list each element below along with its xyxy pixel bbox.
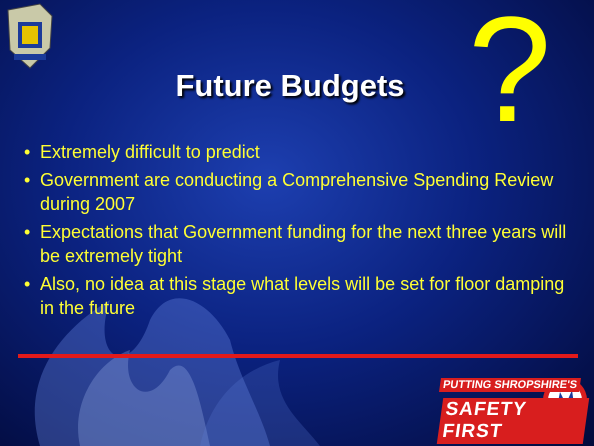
footer-line: PUTTING SHROPSHIRE'S — [439, 378, 581, 392]
bullet: Also, no idea at this stage what levels … — [20, 272, 580, 320]
divider — [18, 354, 578, 358]
bullet: Extremely difficult to predict — [20, 140, 580, 164]
footer-logo: PUTTING SHROPSHIRE'S SAFETY FIRST — [436, 370, 586, 434]
bullet: Expectations that Government funding for… — [20, 220, 580, 268]
crest — [8, 4, 52, 68]
slide-title: Future Budgets — [130, 68, 450, 104]
question-mark: ? — [468, 0, 551, 144]
footer-line: SAFETY FIRST — [437, 398, 589, 444]
bullet-list: Extremely difficult to predict Governmen… — [20, 140, 580, 324]
bullet: Government are conducting a Comprehensiv… — [20, 168, 580, 216]
slide: ? Future Budgets Extremely difficult to … — [0, 0, 594, 446]
